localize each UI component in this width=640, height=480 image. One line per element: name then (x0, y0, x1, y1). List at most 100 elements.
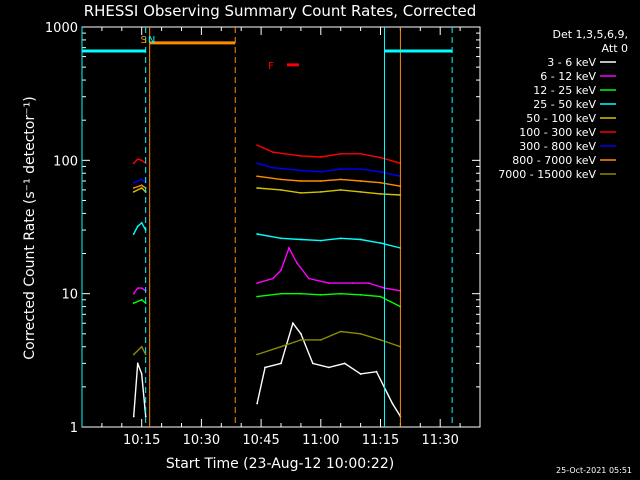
data-point (300, 169, 302, 172)
data-point (339, 178, 342, 181)
data-point (280, 292, 282, 295)
data-point (280, 269, 282, 272)
chart-title: RHESSI Observing Summary Count Rates, Co… (84, 2, 477, 20)
data-point (379, 295, 382, 298)
data-point (359, 180, 362, 182)
series-line (256, 330, 401, 356)
data-point (359, 152, 362, 155)
data-point (379, 339, 382, 341)
series-line (133, 287, 147, 295)
data-point (256, 187, 259, 189)
plot-frame (81, 26, 481, 428)
data-point (319, 190, 322, 193)
data-point (300, 292, 302, 295)
x-tick-label: 10:30 (183, 433, 220, 448)
legend-label: 100 - 300 keV (519, 126, 596, 139)
data-point (132, 190, 135, 193)
data-point (140, 178, 143, 181)
data-point (280, 345, 282, 348)
data-point (136, 362, 139, 365)
data-point (140, 345, 143, 348)
data-point (300, 191, 302, 194)
data-point (339, 152, 342, 155)
data-point (132, 353, 135, 356)
series-line (133, 158, 147, 164)
data-point (132, 292, 135, 295)
data-point (319, 156, 322, 158)
data-point (307, 277, 310, 280)
data-point (300, 180, 302, 182)
data-point (280, 189, 282, 191)
data-point (256, 144, 259, 147)
data-point (311, 362, 314, 365)
data-point (359, 238, 362, 241)
y-tick-label: 1 (70, 421, 78, 436)
series-line (257, 175, 401, 187)
data-point (300, 238, 302, 241)
data-point (319, 239, 322, 242)
data-point (296, 262, 298, 264)
data-point (288, 247, 290, 249)
data-point (140, 159, 143, 162)
data-point (132, 302, 135, 304)
data-point (132, 181, 135, 184)
data-point (256, 295, 259, 298)
data-point (319, 293, 322, 296)
data-point (256, 402, 259, 405)
legend-label: 7000 - 15000 keV (498, 168, 596, 181)
data-point (391, 402, 394, 405)
x-tick-label: 10:15 (123, 433, 160, 448)
x-axis-label: Start Time (23-Aug-12 10:00:22) (166, 456, 394, 472)
legend-label: 6 - 12 keV (540, 70, 596, 83)
data-point (379, 193, 382, 195)
y-axis-label: Corrected Count Rate (s⁻¹ detector⁻¹) (22, 96, 38, 359)
data-point (280, 178, 282, 181)
data-point (339, 168, 342, 170)
data-point (256, 282, 259, 285)
data-point (272, 151, 274, 154)
data-point (144, 353, 147, 356)
data-point (292, 322, 294, 325)
data-point (359, 168, 362, 170)
data-point (343, 362, 346, 365)
footer-timestamp: 25-Oct-2021 05:51 (556, 466, 632, 475)
data-point (375, 370, 378, 373)
annotation-label: N (148, 35, 155, 46)
data-point (140, 221, 143, 224)
data-point (140, 187, 143, 189)
y-tick-label: 100 (53, 154, 78, 169)
series-line (133, 187, 147, 193)
legend-label: 12 - 25 keV (533, 84, 596, 97)
data-point (132, 415, 135, 418)
data-point (256, 175, 259, 178)
data-point (300, 154, 302, 157)
x-tick-label: 10:45 (242, 433, 279, 448)
series-line (256, 162, 401, 177)
data-point (339, 189, 342, 191)
series-line (133, 178, 147, 184)
series-line (133, 184, 147, 189)
data-point (327, 366, 330, 369)
y-tick-label: 10 (61, 288, 78, 303)
data-point (327, 282, 330, 285)
data-point (379, 181, 382, 184)
annotation-label: F (268, 61, 274, 72)
data-point (339, 237, 342, 240)
data-point (359, 373, 362, 375)
series-line (133, 363, 147, 417)
series-line (133, 345, 147, 356)
data-point (319, 170, 322, 173)
x-tick-label: 11:00 (302, 433, 339, 448)
data-point (132, 187, 135, 189)
data-point (140, 373, 143, 375)
data-point (140, 298, 143, 301)
legend-label: 25 - 50 keV (533, 98, 596, 111)
legend-header: Att 0 (602, 42, 628, 55)
series-line (133, 221, 147, 235)
series-line (256, 233, 401, 249)
data-point (272, 277, 274, 280)
data-point (300, 332, 302, 335)
data-point (359, 190, 362, 193)
series-line (133, 298, 147, 304)
